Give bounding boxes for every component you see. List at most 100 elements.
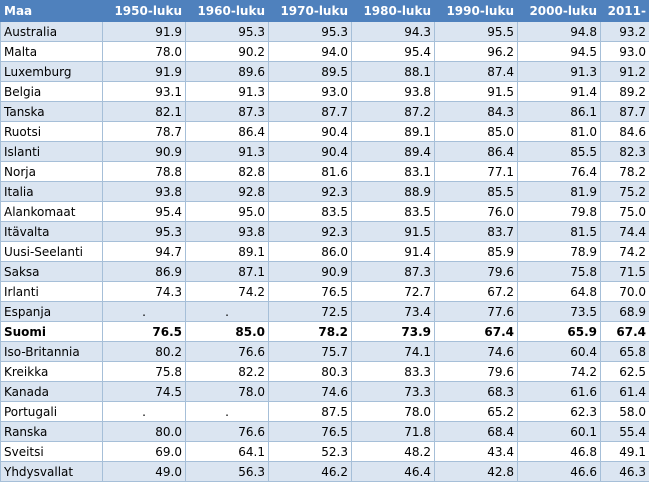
value-cell: 81.6 xyxy=(268,161,352,182)
value-cell: 74.5 xyxy=(102,381,186,402)
value-cell: 79.8 xyxy=(517,201,601,222)
value-cell: 83.3 xyxy=(351,361,435,382)
table-header: Maa 1950-luku 1960-luku 1970-luku 1980-l… xyxy=(0,0,649,22)
value-cell: 65.2 xyxy=(434,401,518,422)
table-body: Australia 91.9 95.3 95.3 94.3 95.5 94.8 93.2 Mal… xyxy=(0,21,649,482)
value-cell: 74.1 xyxy=(351,341,435,362)
value-cell: . xyxy=(185,401,269,422)
value-cell: 81.9 xyxy=(517,181,601,202)
value-cell: 94.7 xyxy=(102,241,186,262)
value-cell: . xyxy=(102,301,186,322)
value-cell: 78.9 xyxy=(517,241,601,262)
value-cell: 92.3 xyxy=(268,221,352,242)
value-cell: 89.1 xyxy=(185,241,269,262)
table-row: Ranska 80.0 76.6 76.5 71.8 68.4 60.1 55.4 xyxy=(0,421,649,442)
value-cell: 73.4 xyxy=(351,301,435,322)
country-cell: Portugali xyxy=(0,401,103,422)
value-cell: 52.3 xyxy=(268,441,352,462)
value-cell: 90.4 xyxy=(268,121,352,142)
value-cell: 95.0 xyxy=(185,201,269,222)
value-cell: 78.0 xyxy=(185,381,269,402)
value-cell: 91.3 xyxy=(185,81,269,102)
value-cell: 82.2 xyxy=(185,361,269,382)
value-cell: 76.0 xyxy=(434,201,518,222)
value-cell: 78.2 xyxy=(268,321,352,342)
value-cell: 73.5 xyxy=(517,301,601,322)
value-cell: 78.7 xyxy=(102,121,186,142)
value-cell: 90.9 xyxy=(268,261,352,282)
value-cell: 91.9 xyxy=(102,21,186,42)
value-cell: 60.1 xyxy=(517,421,601,442)
value-cell: 95.3 xyxy=(102,221,186,242)
value-cell: 87.3 xyxy=(185,101,269,122)
value-cell: 93.0 xyxy=(268,81,352,102)
country-cell: Saksa xyxy=(0,261,103,282)
value-cell: 95.3 xyxy=(268,21,352,42)
value-cell: 75.0 xyxy=(600,201,649,222)
table-row: Portugali.. 87.5 78.0 65.2 62.3 58.0 xyxy=(0,401,649,422)
header-1990s: 1990-luku xyxy=(434,0,518,22)
country-cell: Ranska xyxy=(0,421,103,442)
value-cell: 82.8 xyxy=(185,161,269,182)
value-cell: 87.4 xyxy=(434,61,518,82)
value-cell: 90.9 xyxy=(102,141,186,162)
value-cell: 78.8 xyxy=(102,161,186,182)
country-cell: Ruotsi xyxy=(0,121,103,142)
value-cell: 77.1 xyxy=(434,161,518,182)
value-cell: 64.8 xyxy=(517,281,601,302)
table-row: Luxemburg 91.9 89.6 89.5 88.1 87.4 91.3 91.2 xyxy=(0,61,649,82)
value-cell: 61.4 xyxy=(600,381,649,402)
value-cell: 88.9 xyxy=(351,181,435,202)
value-cell: 76.5 xyxy=(268,421,352,442)
country-cell: Islanti xyxy=(0,141,103,162)
value-cell: 68.9 xyxy=(600,301,649,322)
value-cell: 58.0 xyxy=(600,401,649,422)
value-cell: 89.6 xyxy=(185,61,269,82)
header-1980s: 1980-luku xyxy=(351,0,435,22)
value-cell: 84.6 xyxy=(600,121,649,142)
value-cell: 85.0 xyxy=(434,121,518,142)
country-cell: Australia xyxy=(0,21,103,42)
value-cell: 46.6 xyxy=(517,461,601,482)
value-cell: 87.3 xyxy=(351,261,435,282)
value-cell: 67.2 xyxy=(434,281,518,302)
table-row: Saksa 86.9 87.1 90.9 87.3 79.6 75.8 71.5 xyxy=(0,261,649,282)
value-cell: 76.6 xyxy=(185,421,269,442)
table-row: Belgia 93.1 91.3 93.0 93.8 91.5 91.4 89.2 xyxy=(0,81,649,102)
table-row: Kanada 74.5 78.0 74.6 73.3 68.3 61.6 61.4 xyxy=(0,381,649,402)
value-cell: 46.2 xyxy=(268,461,352,482)
value-cell: 42.8 xyxy=(434,461,518,482)
country-cell: Kanada xyxy=(0,381,103,402)
value-cell: 85.5 xyxy=(517,141,601,162)
table-row: Alankomaat 95.4 95.0 83.5 83.5 76.0 79.8 75.0 xyxy=(0,201,649,222)
table-row: Uusi-Seelanti 94.7 89.1 86.0 91.4 85.9 78.9 74.… xyxy=(0,241,649,262)
value-cell: 92.8 xyxy=(185,181,269,202)
table-row: Suomi 76.5 85.0 78.2 73.9 67.4 65.9 67.4 xyxy=(0,321,649,342)
value-cell: 93.0 xyxy=(600,41,649,62)
value-cell: 86.9 xyxy=(102,261,186,282)
value-cell: 93.8 xyxy=(102,181,186,202)
value-cell: 83.5 xyxy=(268,201,352,222)
country-cell: Iso-Britannia xyxy=(0,341,103,362)
country-cell: Uusi-Seelanti xyxy=(0,241,103,262)
value-cell: 71.8 xyxy=(351,421,435,442)
value-cell: 48.2 xyxy=(351,441,435,462)
value-cell: 80.0 xyxy=(102,421,186,442)
header-2011: 2011- xyxy=(600,0,649,22)
value-cell: 71.5 xyxy=(600,261,649,282)
value-cell: 90.2 xyxy=(185,41,269,62)
table-row: Iso-Britannia 80.2 76.6 75.7 74.1 74.6 60.4 65.… xyxy=(0,341,649,362)
table-row: Ruotsi 78.7 86.4 90.4 89.1 85.0 81.0 84.6 xyxy=(0,121,649,142)
value-cell: 73.3 xyxy=(351,381,435,402)
value-cell: 93.1 xyxy=(102,81,186,102)
value-cell: 74.2 xyxy=(185,281,269,302)
value-cell: 91.4 xyxy=(517,81,601,102)
country-cell: Espanja xyxy=(0,301,103,322)
value-cell: 64.1 xyxy=(185,441,269,462)
value-cell: 76.5 xyxy=(102,321,186,342)
value-cell: 91.5 xyxy=(351,221,435,242)
value-cell: 65.9 xyxy=(517,321,601,342)
value-cell: 94.0 xyxy=(268,41,352,62)
value-cell: 84.3 xyxy=(434,101,518,122)
